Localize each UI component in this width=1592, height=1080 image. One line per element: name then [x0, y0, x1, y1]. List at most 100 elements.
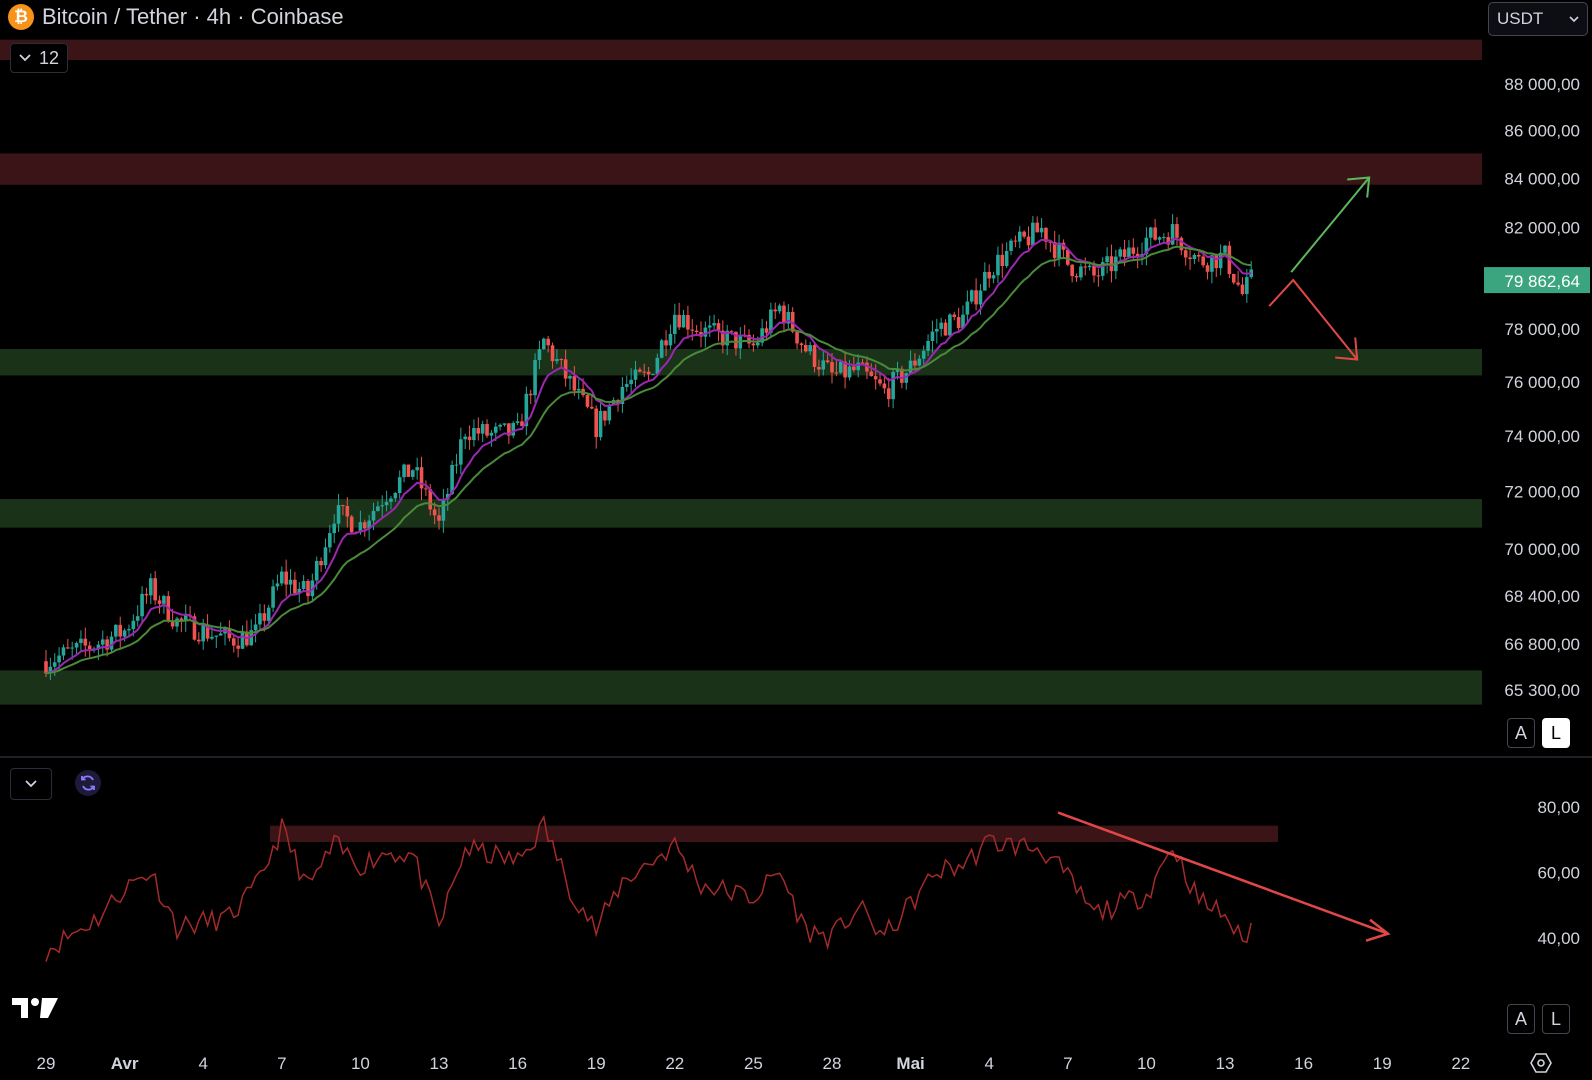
- candle-body: [432, 509, 437, 516]
- candle-body: [1022, 231, 1026, 237]
- candle: [624, 375, 629, 392]
- candle: [284, 559, 288, 597]
- time-axis[interactable]: 29 Avr 4 7 10 13 16 19 22 25 28 Mai 4 7 10 13 16 19 22: [37, 1054, 1471, 1073]
- candle: [114, 624, 118, 642]
- candle: [515, 412, 520, 426]
- candle: [1183, 246, 1188, 266]
- rsi-axis[interactable]: 80,00 60,00 40,00: [1537, 798, 1580, 948]
- candle: [183, 604, 188, 632]
- candle-body: [878, 379, 882, 384]
- candle: [1175, 217, 1179, 246]
- candle: [1087, 263, 1092, 271]
- candle: [969, 289, 974, 304]
- candle-body: [747, 334, 751, 344]
- price-zone-support-3: [0, 499, 1482, 528]
- sync-icon[interactable]: [75, 770, 101, 796]
- candle: [288, 569, 293, 596]
- rsi-zones: [270, 825, 1278, 843]
- candle: [450, 460, 454, 495]
- candle: [144, 587, 149, 604]
- candle-body: [1044, 227, 1048, 242]
- candle-body: [734, 331, 738, 349]
- candle-body: [817, 366, 821, 370]
- candle-body: [293, 579, 297, 594]
- candle-body: [358, 522, 363, 533]
- auto-scale-button[interactable]: A: [1507, 718, 1535, 748]
- candle-body: [1000, 254, 1005, 267]
- up-arrow-line: [1290, 176, 1370, 273]
- candle-body: [118, 624, 123, 637]
- candle-body: [821, 360, 826, 370]
- time-tick-label: 19: [587, 1054, 606, 1073]
- candle-body: [1035, 222, 1040, 233]
- candle: [1127, 240, 1131, 258]
- indicators-collapse-button[interactable]: 12: [10, 43, 69, 73]
- currency-select[interactable]: USDT: [1488, 2, 1588, 36]
- candle-body: [830, 362, 834, 373]
- candle-body: [991, 275, 996, 279]
- rsi-log-scale-button[interactable]: L: [1542, 1004, 1570, 1034]
- candle-body: [585, 395, 590, 407]
- candle: [668, 324, 673, 350]
- candle: [319, 557, 323, 572]
- price-tick-label: 74 000,00: [1504, 427, 1580, 446]
- rsi-auto-scale-button[interactable]: A: [1507, 1004, 1535, 1034]
- candle-body: [1057, 242, 1061, 259]
- candle-body: [633, 369, 638, 380]
- currency-value: USDT: [1497, 9, 1544, 28]
- candle-body: [642, 371, 647, 373]
- candle: [1148, 226, 1153, 247]
- candle-body: [1122, 249, 1127, 257]
- candle-body: [1153, 227, 1157, 240]
- rsi-pane-collapse-button[interactable]: [10, 768, 52, 800]
- candle: [1240, 276, 1245, 296]
- candle-body: [917, 358, 922, 366]
- candle-body: [275, 583, 280, 587]
- candle-body: [319, 561, 323, 566]
- candle: [568, 374, 572, 390]
- candle-body: [485, 424, 489, 436]
- candle-body: [70, 647, 74, 649]
- candle-body: [507, 423, 511, 436]
- candle-body: [921, 350, 926, 359]
- candle: [1026, 226, 1031, 250]
- candle-body: [210, 636, 214, 639]
- candle-body: [402, 464, 406, 478]
- candle: [537, 340, 542, 369]
- candle-body: [345, 505, 350, 517]
- candle: [472, 419, 476, 447]
- candle-body: [1179, 237, 1184, 251]
- candle-body: [965, 301, 970, 315]
- candle: [524, 386, 529, 436]
- candle: [227, 620, 232, 642]
- candle-body: [236, 645, 240, 649]
- candle: [996, 246, 1000, 283]
- candle-body: [175, 618, 179, 627]
- candle: [1100, 257, 1105, 281]
- candle: [1157, 236, 1162, 244]
- price-axis[interactable]: 88 000,00 86 000,00 84 000,00 82 000,00 78 0…: [1504, 75, 1580, 700]
- time-tick-label: 13: [430, 1054, 449, 1073]
- candle: [1231, 273, 1236, 285]
- candle-body: [445, 493, 450, 500]
- log-scale-button[interactable]: L: [1542, 718, 1570, 748]
- candle-body: [1070, 264, 1074, 277]
- candle: [153, 571, 157, 605]
- symbol-header[interactable]: ₿ Bitcoin / Tether · 4h · Coinbase: [8, 4, 344, 30]
- candle-body: [952, 314, 957, 318]
- candle-body: [799, 343, 804, 345]
- candle: [917, 355, 922, 367]
- candle-body: [48, 666, 53, 674]
- candle-body: [157, 600, 162, 604]
- candle: [882, 376, 887, 394]
- time-tick-label: 4: [198, 1054, 207, 1073]
- candle-body: [328, 533, 332, 548]
- candle: [873, 364, 878, 390]
- candle: [786, 304, 791, 329]
- candle-body: [362, 522, 367, 529]
- gear-icon[interactable]: [1530, 1052, 1552, 1074]
- candle: [677, 302, 681, 330]
- candle: [1022, 230, 1026, 239]
- candle-body: [1105, 256, 1109, 263]
